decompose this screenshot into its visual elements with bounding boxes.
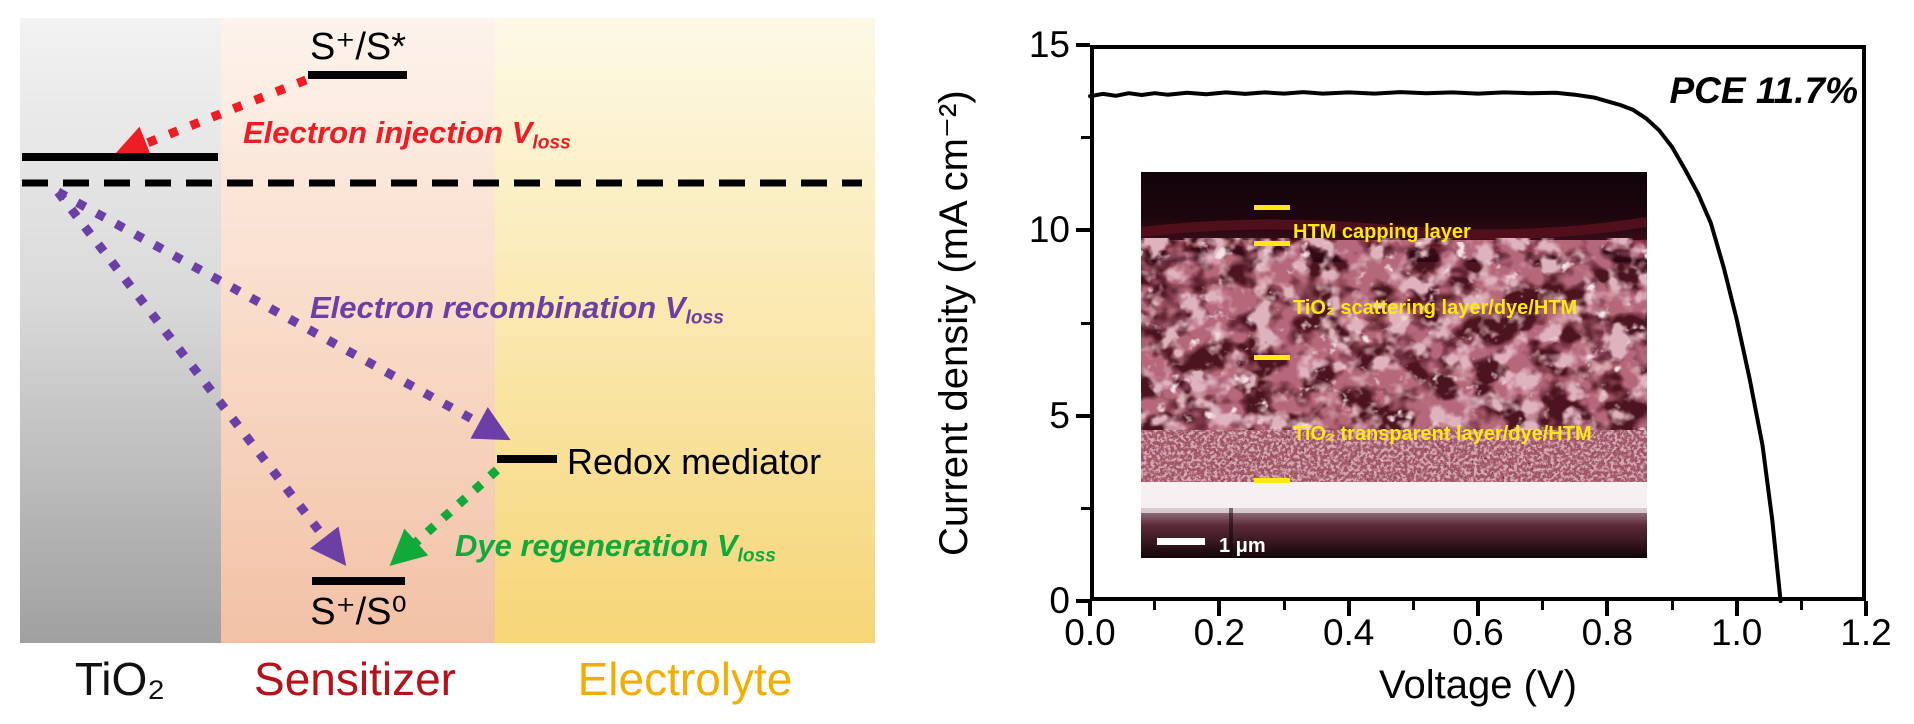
sem-htm-streak: [1141, 217, 1647, 240]
excited-state-label: S⁺/S*: [309, 26, 407, 68]
pce-annotation: PCE 11.7%: [1669, 70, 1858, 111]
electron-injection-loss-text: Electron injection V: [243, 115, 533, 150]
ground-state-label: S⁺/S⁰: [310, 591, 407, 633]
jv-curve: [1088, 90, 1783, 603]
electron-recombination-arrow-to-dye: [54, 189, 347, 566]
x-axis-minor-tick: [1282, 601, 1286, 610]
electron-injection-loss-label: Electron injection Vloss: [243, 115, 571, 154]
x-axis-major-tick: [1217, 601, 1222, 616]
ground-state-level: [312, 577, 405, 585]
sensitizer-region-label: Sensitizer: [254, 653, 456, 705]
electron-injection-arrow: [112, 75, 308, 161]
y-axis-minor-tick: [1081, 321, 1090, 325]
jv-curve-layer: [1088, 90, 1783, 603]
y-axis-minor-tick: [1081, 506, 1090, 510]
dye-regeneration-loss-subscript: loss: [737, 545, 776, 567]
x-axis-minor-tick: [1411, 601, 1415, 610]
layer-boundary-mark-3: [1254, 355, 1290, 360]
tio2-region-label: TiO₂: [74, 653, 166, 705]
htm-capping-layer-label: HTM capping layer: [1293, 221, 1471, 243]
x-axis-tick-label: 0.6: [1452, 612, 1504, 653]
tio2-region-band: [20, 18, 221, 643]
x-axis-minor-tick: [1670, 601, 1674, 610]
scale-bar-label: 1 μm: [1219, 535, 1266, 557]
sensitizer-region-band: [221, 18, 495, 643]
redox-mediator-label: Redox mediator: [567, 441, 822, 482]
sem-inset-image: HTM capping layer TiO₂ scattering layer/…: [1141, 172, 1647, 558]
y-axis-tick-label: 0: [1049, 580, 1070, 621]
y-axis-major-tick: [1076, 228, 1090, 233]
x-axis-tick-label: 0.4: [1322, 612, 1375, 653]
electron-recombination-loss-subscript: loss: [685, 307, 724, 329]
tio2-scattering-layer-label: TiO₂ scattering layer/dye/HTM: [1293, 297, 1577, 319]
x-axis-major-tick: [1864, 601, 1868, 616]
scale-bar: [1157, 538, 1205, 545]
y-axis-major-tick: [1076, 413, 1090, 418]
electron-recombination-loss-text: Electron recombination V: [310, 290, 686, 325]
diagram-arrows-layer: [22, 75, 862, 566]
sem-gap-band: [1141, 482, 1647, 508]
x-axis-minor-tick: [1153, 601, 1157, 610]
x-axis-tick-label: 0.2: [1193, 612, 1246, 653]
x-axis-major-tick: [1476, 601, 1480, 616]
x-axis-major-tick: [1605, 601, 1610, 616]
electron-recombination-arrow-to-redox: [55, 188, 511, 441]
sem-substrate-seam: [1229, 508, 1233, 558]
x-axis-major-tick: [1734, 601, 1739, 616]
electrolyte-region-band: [495, 18, 875, 643]
layer-boundary-mark-1: [1254, 205, 1290, 210]
y-axis-minor-tick: [1081, 136, 1090, 140]
x-axis-tick-label: 0.8: [1581, 612, 1634, 653]
tio2-transparent-layer-label: TiO₂ transparent layer/dye/HTM: [1293, 423, 1592, 445]
x-axis-major-tick: [1088, 601, 1092, 616]
electron-recombination-loss-label: Electron recombination Vloss: [310, 290, 724, 329]
y-axis-title: Current density (mA cm⁻²): [932, 90, 976, 556]
sem-substrate-band: [1141, 508, 1647, 558]
layer-boundary-mark-4: [1254, 478, 1290, 483]
dye-regeneration-loss-label: Dye regeneration Vloss: [455, 528, 776, 567]
x-axis-minor-tick: [1799, 601, 1803, 610]
tio2-conduction-band-level: [22, 153, 218, 161]
sem-transparent-layer-speckle-dark: [1141, 430, 1647, 482]
x-axis-major-tick: [1346, 601, 1351, 616]
y-axis-tick-label: 15: [1028, 24, 1070, 65]
dye-regeneration-loss-text: Dye regeneration V: [455, 528, 738, 563]
y-axis-major-tick: [1076, 43, 1090, 47]
y-axis-tick-label: 5: [1049, 394, 1070, 436]
x-axis-tick-label: 1.0: [1710, 612, 1763, 653]
electron-injection-loss-subscript: loss: [532, 132, 571, 154]
excited-state-level: [308, 71, 407, 79]
layer-boundary-mark-2: [1254, 241, 1290, 246]
x-axis-minor-tick: [1541, 601, 1545, 610]
sem-substrate-top-edge: [1141, 508, 1647, 513]
y-axis-tick-label: 10: [1028, 209, 1070, 251]
redox-mediator-level: [497, 455, 557, 463]
sem-scattering-blobs-highlight: [1141, 242, 1647, 432]
x-axis-tick-label: 0.0: [1064, 612, 1116, 653]
electrolyte-region-label: Electrolyte: [577, 653, 793, 705]
x-axis-tick-label: 1.2: [1840, 612, 1892, 653]
x-axis-title: Voltage (V): [1379, 663, 1577, 707]
y-axis-major-tick: [1076, 599, 1090, 603]
